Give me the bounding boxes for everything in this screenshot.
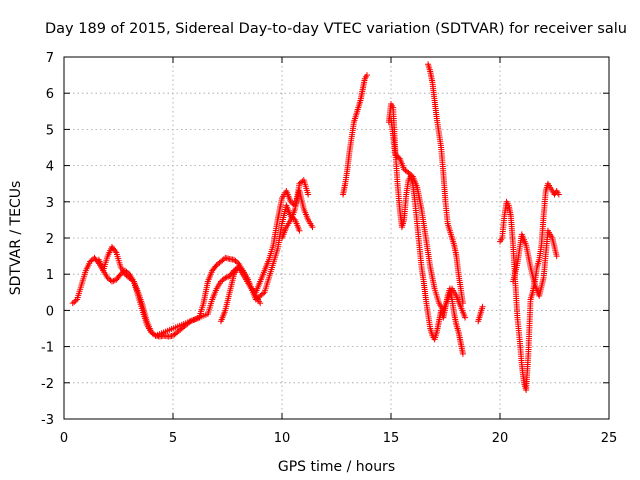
data-point (223, 274, 230, 281)
x-tick-label: 10 (274, 431, 291, 446)
data-point (309, 224, 316, 231)
data-point (233, 259, 240, 266)
data-point (479, 303, 486, 310)
y-tick-label: 2 (46, 232, 54, 247)
data-point (116, 272, 123, 279)
data-point (459, 300, 466, 307)
data-point (222, 274, 229, 281)
data-point (364, 72, 371, 79)
data-point (305, 191, 312, 198)
data-point (112, 248, 119, 255)
data-point (395, 154, 402, 161)
y-tick-label: 3 (46, 196, 54, 211)
chart-title: Day 189 of 2015, Sidereal Day-to-day VTE… (45, 21, 627, 37)
data-point (110, 277, 117, 284)
tick-labels: 0 5 10 15 20 25 -3 -2 -1 0 1 2 3 4 5 6 7 (41, 51, 617, 446)
y-tick-label: 0 (46, 304, 54, 319)
x-tick-label: 20 (492, 431, 509, 446)
data-point (238, 266, 245, 273)
x-tick-label: 0 (60, 431, 68, 446)
plot-frame (63, 56, 610, 420)
y-tick-label: 7 (46, 51, 54, 66)
y-tick-label: 1 (46, 268, 54, 283)
data-point (72, 297, 79, 304)
data-point (108, 278, 115, 285)
data-point (212, 263, 219, 270)
data-point (459, 350, 466, 357)
y-axis-label: SDTVAR / TECUs (8, 181, 24, 296)
data-point (462, 314, 469, 321)
x-tick-label: 5 (169, 431, 177, 446)
x-tick-label: 25 (601, 431, 618, 446)
x-tick-label: 15 (383, 431, 400, 446)
y-tick-label: 4 (46, 160, 54, 175)
data-point (555, 191, 562, 198)
data-point (124, 269, 131, 276)
x-axis-label: GPS time / hours (278, 459, 395, 475)
y-tick-label: -2 (41, 377, 54, 392)
data-points (69, 61, 562, 394)
y-tick-label: -1 (41, 341, 54, 356)
y-tick-label: 5 (46, 123, 54, 138)
data-point (553, 253, 560, 260)
data-point (260, 290, 267, 297)
data-point (257, 300, 264, 307)
y-tick-label: 6 (46, 87, 54, 102)
y-tick-label: -3 (41, 413, 54, 428)
data-point (296, 227, 303, 234)
data-point (408, 172, 415, 179)
